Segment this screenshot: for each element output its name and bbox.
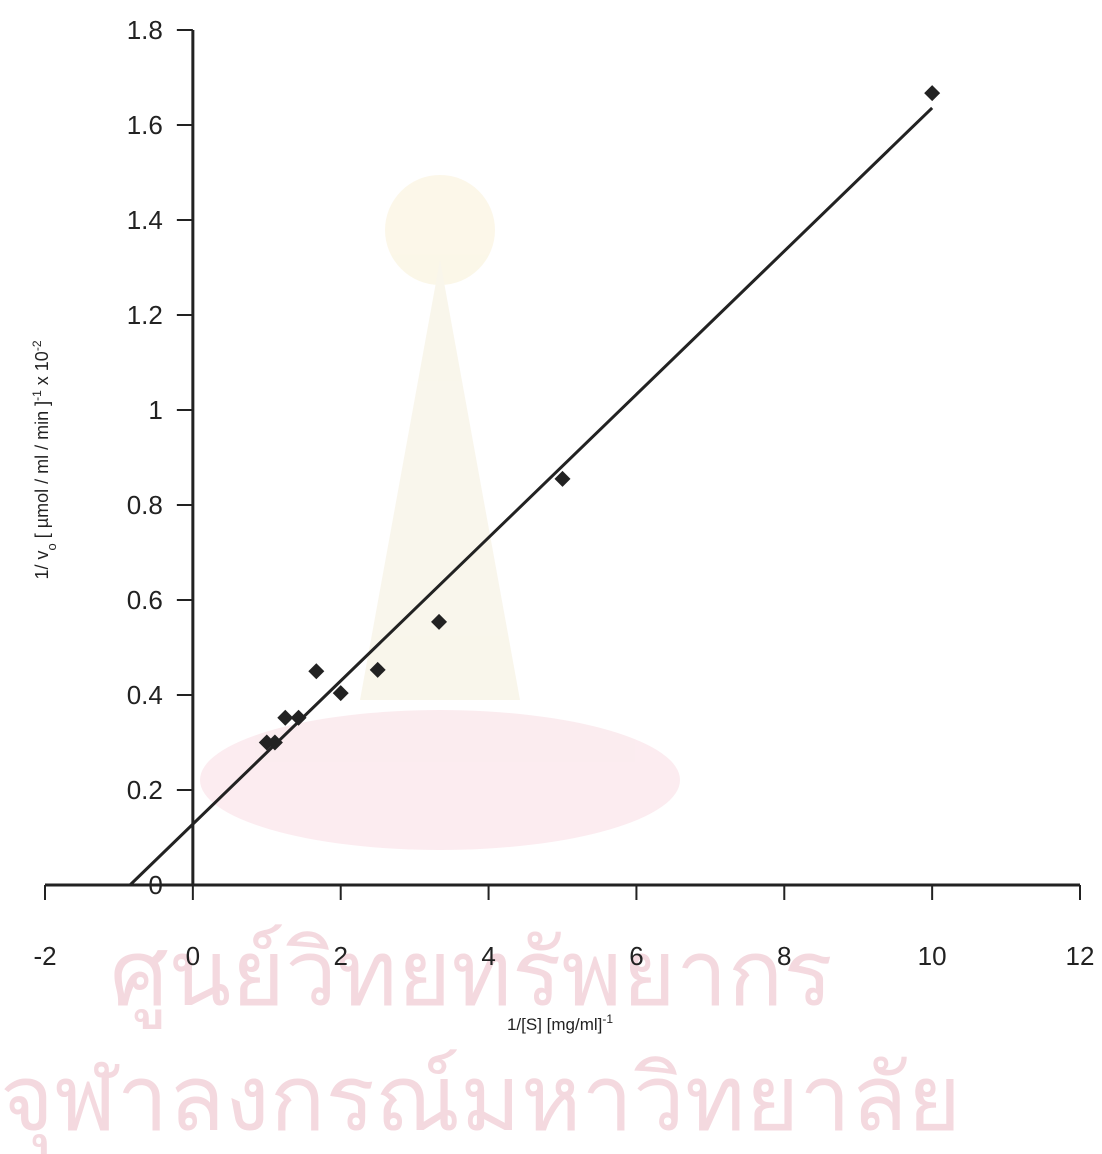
label-part: 1/ v [32,550,52,579]
y-tick-label: 0 [148,870,162,900]
y-tick-label: 0.6 [127,585,163,615]
watermark-text: จุฬาลงกรณ์มหาวิทยาลัย [0,1045,961,1154]
label-part: o [44,543,59,550]
x-tick-label: 2 [333,941,347,971]
x-axis-label: 1/[S] [mg/ml]-1 [507,1012,613,1034]
x-tick-label: 0 [186,941,200,971]
label-part: -2 [30,340,44,351]
y-tick-label: 0.2 [127,775,163,805]
y-axis-label: 1/ vo [ µmol / ml / min ]-1 x 10-2 [30,340,59,579]
y-tick-label: 0.8 [127,490,163,520]
x-tick-label: 10 [918,941,947,971]
y-tick-label: 1.6 [127,110,163,140]
y-tick-label: 1.2 [127,300,163,330]
label-part: x 10 [32,351,52,390]
page: ศูนย์วิทยทรัพยากร จุฬาลงกรณ์มหาวิทยาลัย … [0,0,1102,1154]
y-tick-label: 1 [148,395,162,425]
label-part: [ µmol / ml / min ] [32,401,52,543]
x-tick-label: 4 [481,941,495,971]
x-tick-label: 8 [777,941,791,971]
x-tick-label: 12 [1066,941,1095,971]
x-tick-label: -2 [33,941,56,971]
data-point [308,663,324,679]
x-tick-label: 6 [629,941,643,971]
label-part: -1 [30,390,44,401]
y-tick-label: 0.4 [127,680,163,710]
label-part: 1/[S] [mg/ml] [507,1015,602,1034]
label-part: -1 [602,1012,613,1026]
watermark-text: ศูนย์วิทยทรัพยากร [110,920,833,1029]
data-point [277,710,293,726]
y-tick-label: 1.8 [127,15,163,45]
data-point [924,85,940,101]
chart: ศูนย์วิทยทรัพยากร จุฬาลงกรณ์มหาวิทยาลัย … [0,0,1102,1154]
y-tick-label: 1.4 [127,205,163,235]
